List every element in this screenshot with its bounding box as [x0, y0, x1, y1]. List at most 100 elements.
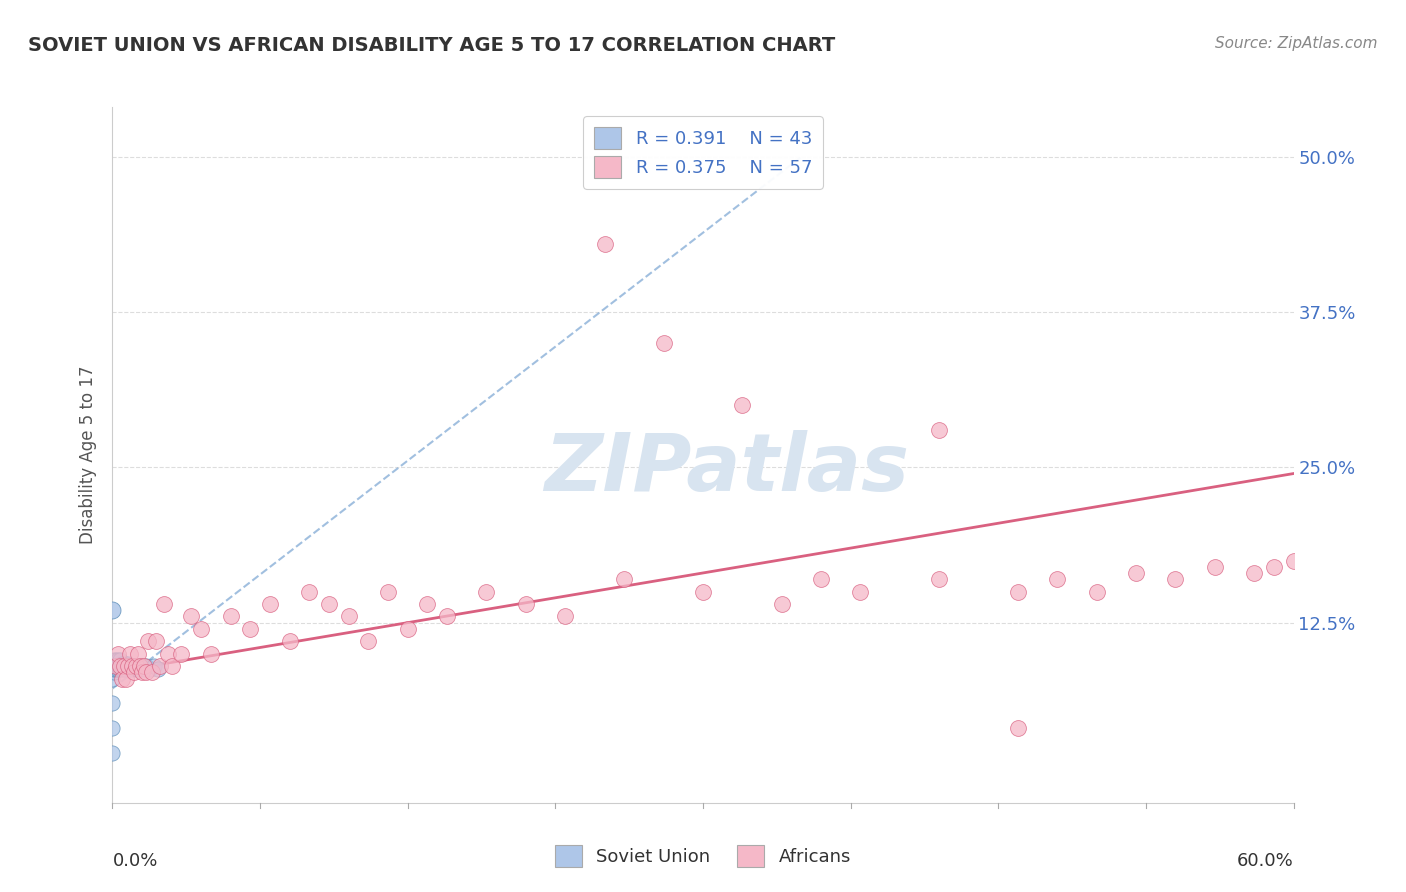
Point [129, 662, 152, 676]
Point [111, 657, 134, 671]
Point [135, 659, 157, 673]
Point [112, 662, 135, 676]
Point [200, 647, 222, 661]
Point [125, 662, 148, 676]
Point [122, 665, 145, 680]
Point [112, 659, 135, 673]
Point [122, 659, 145, 673]
Point [141, 665, 163, 680]
Point [515, 597, 537, 611]
Point [692, 584, 714, 599]
Point [136, 634, 159, 648]
Point [145, 634, 167, 648]
Point [156, 647, 179, 661]
Point [131, 665, 153, 680]
Point [107, 662, 129, 676]
Point [127, 659, 149, 673]
Point [149, 659, 172, 673]
Point [115, 657, 138, 671]
Point [1282, 553, 1305, 567]
Point [1164, 572, 1187, 586]
Point [180, 609, 202, 624]
Point [139, 662, 162, 676]
Point [107, 659, 129, 673]
Point [110, 653, 132, 667]
Point [101, 672, 124, 686]
Point [1007, 721, 1029, 735]
Point [121, 659, 143, 673]
Point [110, 659, 132, 673]
Point [146, 662, 169, 676]
Point [731, 398, 754, 412]
Point [1007, 584, 1029, 599]
Point [298, 584, 321, 599]
Point [117, 659, 139, 673]
Point [142, 659, 165, 673]
Point [377, 584, 399, 599]
Point [120, 659, 142, 673]
Point [121, 659, 143, 673]
Point [121, 662, 143, 676]
Point [105, 662, 128, 676]
Point [107, 647, 129, 661]
Point [117, 657, 139, 671]
Point [115, 662, 138, 676]
Point [170, 647, 193, 661]
Point [1243, 566, 1265, 580]
Point [436, 609, 458, 624]
Point [652, 336, 675, 351]
Point [239, 622, 262, 636]
Point [219, 609, 242, 624]
Point [112, 659, 135, 673]
Point [135, 665, 157, 680]
Text: 0.0%: 0.0% [112, 852, 157, 870]
Point [127, 647, 149, 661]
Point [928, 423, 950, 437]
Point [337, 609, 360, 624]
Point [416, 597, 439, 611]
Text: 60.0%: 60.0% [1237, 852, 1294, 870]
Point [259, 597, 281, 611]
Point [554, 609, 576, 624]
Point [115, 672, 138, 686]
Legend: Soviet Union, Africans: Soviet Union, Africans [547, 838, 859, 874]
Point [103, 653, 125, 667]
Point [110, 662, 132, 676]
Y-axis label: Disability Age 5 to 17: Disability Age 5 to 17 [79, 366, 97, 544]
Point [103, 662, 125, 676]
Point [110, 659, 132, 673]
Point [613, 572, 636, 586]
Point [105, 657, 128, 671]
Point [120, 662, 142, 676]
Point [107, 657, 129, 671]
Point [593, 236, 616, 251]
Point [1085, 584, 1108, 599]
Point [105, 659, 128, 673]
Point [278, 634, 301, 648]
Legend: R = 0.391    N = 43, R = 0.375    N = 57: R = 0.391 N = 43, R = 0.375 N = 57 [583, 116, 823, 189]
Point [357, 634, 380, 648]
Point [101, 721, 124, 735]
Point [103, 657, 125, 671]
Point [928, 572, 950, 586]
Text: ZIPatlas: ZIPatlas [544, 430, 910, 508]
Point [318, 597, 340, 611]
Point [101, 746, 124, 760]
Point [1263, 559, 1285, 574]
Point [849, 584, 872, 599]
Point [152, 597, 174, 611]
Point [101, 603, 124, 617]
Point [111, 659, 134, 673]
Point [105, 653, 128, 667]
Point [475, 584, 498, 599]
Point [770, 597, 793, 611]
Point [111, 662, 134, 676]
Point [107, 653, 129, 667]
Point [132, 662, 155, 676]
Point [1204, 559, 1226, 574]
Point [129, 659, 152, 673]
Point [105, 659, 128, 673]
Point [101, 697, 124, 711]
Point [125, 659, 148, 673]
Point [810, 572, 832, 586]
